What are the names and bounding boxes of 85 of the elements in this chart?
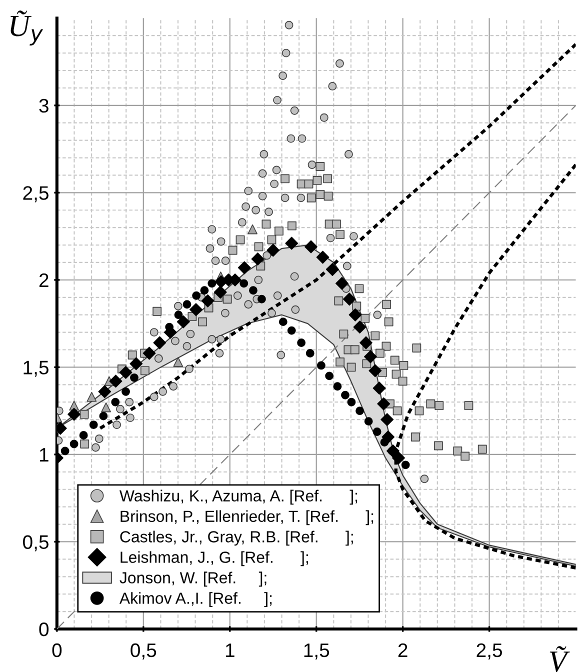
point bbox=[380, 438, 389, 446]
point bbox=[200, 286, 209, 295]
point bbox=[142, 346, 156, 360]
point bbox=[174, 310, 183, 320]
point bbox=[306, 349, 314, 358]
y-tick-label: 2,5 bbox=[23, 186, 48, 202]
legend-label: Jonson, W. [Ref. ]; bbox=[120, 572, 266, 587]
point bbox=[380, 413, 394, 426]
y-tick-label: 1,5 bbox=[24, 360, 48, 377]
point bbox=[130, 357, 143, 370]
y-tick-label: 0,5 bbox=[23, 535, 48, 552]
point bbox=[249, 286, 258, 295]
point bbox=[278, 318, 288, 326]
x-tick-label: 1,5 bbox=[304, 644, 330, 660]
legend-label: Washizu, K., Azuma, A. [Ref. ]; bbox=[119, 490, 358, 505]
point bbox=[130, 373, 138, 382]
point bbox=[316, 361, 326, 370]
legend-label: Leishman, J., G. [Ref. ]; bbox=[120, 551, 308, 566]
point bbox=[119, 366, 132, 379]
point bbox=[372, 428, 382, 436]
point bbox=[360, 336, 372, 350]
point bbox=[297, 338, 306, 347]
point bbox=[377, 397, 390, 410]
point bbox=[364, 350, 377, 364]
point bbox=[392, 451, 405, 464]
point bbox=[86, 392, 97, 402]
x-tick-label: 0,5 bbox=[130, 643, 156, 660]
point bbox=[285, 236, 298, 250]
point bbox=[325, 372, 334, 380]
legend-label: Castles, Jr., Gray, R.B. [Ref. ]; bbox=[120, 530, 353, 546]
point bbox=[368, 364, 382, 378]
point bbox=[190, 303, 202, 316]
point bbox=[98, 385, 112, 398]
y-tick-label: 1 bbox=[40, 448, 48, 462]
line-series bbox=[98, 42, 576, 430]
point bbox=[333, 382, 342, 391]
point bbox=[248, 224, 258, 234]
point bbox=[68, 408, 81, 421]
point bbox=[238, 261, 251, 274]
point bbox=[99, 412, 108, 420]
point bbox=[353, 320, 366, 334]
point bbox=[266, 244, 280, 257]
point bbox=[326, 262, 339, 276]
y-tick-label: 2 bbox=[39, 273, 48, 287]
point bbox=[348, 308, 362, 322]
point bbox=[214, 286, 227, 299]
point bbox=[109, 374, 122, 388]
point bbox=[182, 300, 192, 309]
point bbox=[251, 252, 264, 266]
point bbox=[153, 336, 166, 350]
point bbox=[208, 279, 216, 288]
x-tick-label: 0 bbox=[52, 643, 62, 658]
y-axis-title: Ũ$_{y}$ bbox=[10, 10, 44, 46]
point bbox=[192, 291, 201, 300]
point bbox=[70, 440, 78, 448]
point bbox=[240, 279, 248, 288]
point bbox=[316, 250, 330, 264]
point bbox=[347, 398, 356, 406]
point bbox=[257, 294, 266, 304]
point bbox=[335, 276, 348, 290]
point bbox=[364, 417, 373, 426]
x-axis-title: Ṽ bbox=[550, 646, 570, 672]
y-tick-label: 0 bbox=[39, 622, 49, 636]
y-tick-label: 3 bbox=[39, 98, 48, 113]
point bbox=[304, 240, 318, 254]
point bbox=[173, 357, 184, 367]
point bbox=[101, 402, 111, 412]
point bbox=[79, 431, 88, 440]
x-tick-label: 2 bbox=[398, 643, 408, 657]
point bbox=[122, 387, 130, 396]
point bbox=[287, 326, 296, 335]
point bbox=[201, 294, 214, 308]
legend-label: Akimov A.,I. [Ref. ]; bbox=[119, 592, 272, 608]
legend-label: Brinson, P., Ellenrieder, T. [Ref. ]; bbox=[120, 510, 374, 526]
point bbox=[401, 460, 410, 470]
point bbox=[176, 315, 190, 328]
point bbox=[89, 420, 98, 430]
x-tick-label: 1 bbox=[226, 644, 234, 657]
point bbox=[111, 398, 120, 406]
point bbox=[372, 382, 386, 395]
x-tick-label: 2,5 bbox=[476, 643, 502, 660]
point bbox=[60, 446, 70, 456]
point bbox=[341, 390, 350, 400]
point bbox=[356, 406, 364, 416]
point bbox=[342, 292, 356, 306]
